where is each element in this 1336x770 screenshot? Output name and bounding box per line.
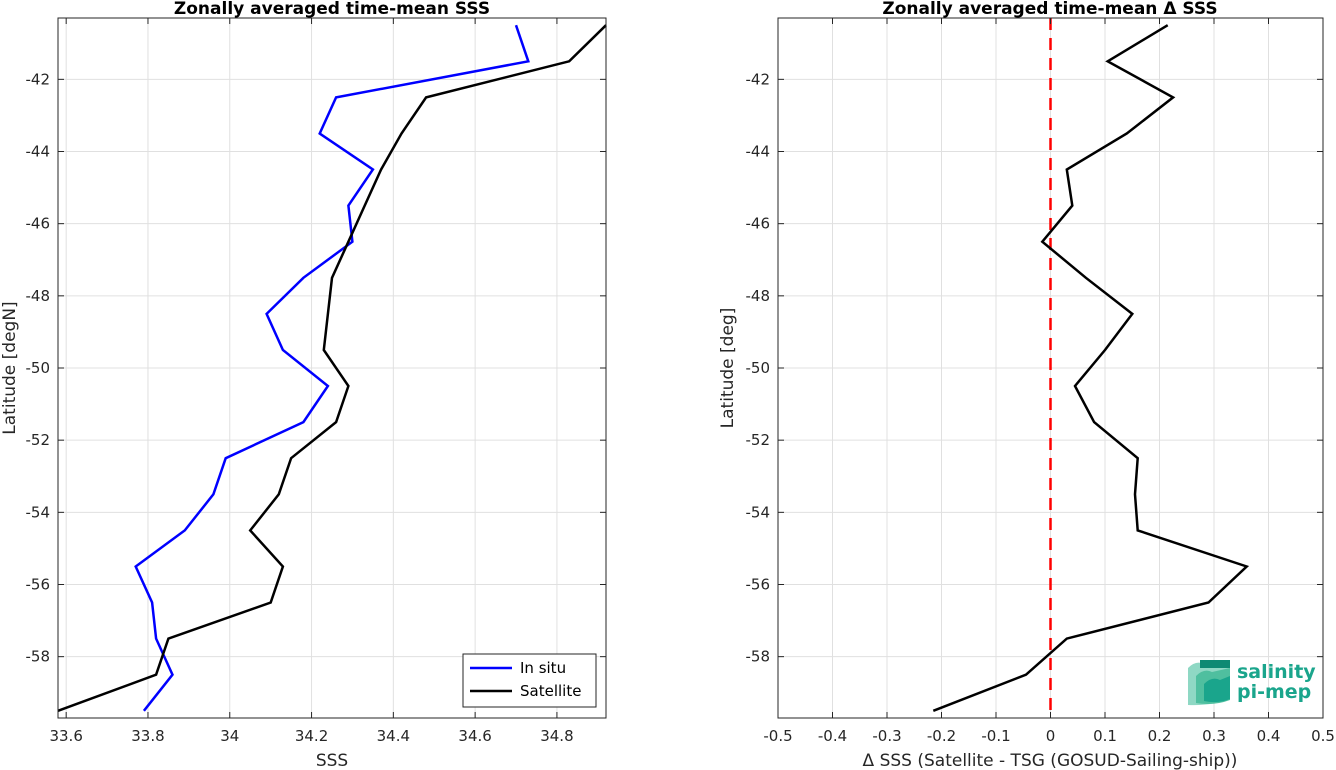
y-tick-label: -54 — [746, 503, 771, 521]
series-line-in-situ — [134, 24, 530, 712]
series-lines — [932, 24, 1250, 712]
axis-ticks: -0.5 -0.4 -0.3 -0.2 -0.1 0 0.1 0.2 0.3 0.4 0.5 -42 -… — [746, 18, 1335, 745]
y-tick-label: -56 — [26, 575, 51, 593]
x-tick-label: 34 — [220, 727, 239, 745]
y-axis-label: Latitude [deg] — [718, 308, 738, 429]
logo-wave-icon — [1188, 660, 1230, 706]
x-tick-label: -0.5 — [763, 727, 792, 745]
legend-label-satellite: Satellite — [520, 682, 581, 700]
x-tick-label: 0.4 — [1257, 727, 1281, 745]
y-tick-label: -48 — [746, 287, 771, 305]
y-axis-label: Latitude [degN] — [0, 301, 20, 434]
x-tick-label: 0.5 — [1311, 727, 1335, 745]
legend: In situ Satellite — [462, 653, 597, 708]
y-tick-label: -42 — [26, 70, 51, 88]
x-tick-label: 34.8 — [540, 727, 573, 745]
x-tick-label: 0.2 — [1148, 727, 1172, 745]
y-tick-label: -46 — [746, 215, 771, 233]
y-tick-label: -44 — [26, 143, 51, 161]
y-tick-label: -50 — [26, 359, 51, 377]
y-tick-label: -56 — [746, 575, 771, 593]
x-tick-label: -0.1 — [981, 727, 1010, 745]
x-tick-label: 0 — [1046, 727, 1056, 745]
y-tick-label: -44 — [746, 143, 771, 161]
sss-profile-panel: 33.6 33.8 34 34.2 34.4 34.6 34.8 -42 -44 -46 -48 -5… — [0, 0, 607, 770]
x-tick-label: 0.1 — [1093, 727, 1117, 745]
x-tick-label: 34.2 — [295, 727, 328, 745]
y-tick-label: -52 — [26, 431, 51, 449]
y-tick-label: -48 — [26, 287, 51, 305]
x-tick-label: -0.3 — [872, 727, 901, 745]
y-tick-label: -58 — [26, 648, 51, 666]
chart-title: Zonally averaged time-mean SSS — [174, 0, 490, 19]
x-tick-label: -0.2 — [927, 727, 956, 745]
x-tick-label: 34.6 — [458, 727, 491, 745]
series-line-delta-sss — [932, 24, 1250, 712]
y-tick-label: -50 — [746, 359, 771, 377]
series-lines — [57, 24, 607, 712]
y-tick-label: -46 — [26, 215, 51, 233]
delta-sss-panel: -0.5 -0.4 -0.3 -0.2 -0.1 0 0.1 0.2 0.3 0.4 0.5 -42 -… — [718, 0, 1335, 770]
logo-text-line1: salinity — [1237, 661, 1316, 683]
x-tick-label: 33.8 — [131, 727, 164, 745]
salinity-pi-mep-logo: salinity pi-mep — [1188, 660, 1316, 706]
x-tick-label: 33.6 — [49, 727, 82, 745]
x-axis-label: Δ SSS (Satellite - TSG (GOSUD-Sailing-sh… — [863, 751, 1238, 770]
x-tick-label: 0.3 — [1202, 727, 1226, 745]
y-tick-label: -58 — [746, 648, 771, 666]
grid-lines — [58, 18, 606, 718]
x-tick-label: 34.4 — [377, 727, 410, 745]
chart-title: Zonally averaged time-mean Δ SSS — [882, 0, 1217, 19]
legend-box — [462, 653, 597, 708]
logo-text-line2: pi-mep — [1237, 681, 1311, 703]
x-tick-label: -0.4 — [818, 727, 847, 745]
y-tick-label: -54 — [26, 503, 51, 521]
axis-ticks: 33.6 33.8 34 34.2 34.4 34.6 34.8 -42 -44 -46 -48 -5… — [26, 18, 606, 745]
y-tick-label: -52 — [746, 431, 771, 449]
y-tick-label: -42 — [746, 70, 771, 88]
x-axis-label: SSS — [316, 751, 348, 770]
legend-label-in-situ: In situ — [520, 659, 566, 677]
series-line-satellite — [57, 24, 607, 712]
